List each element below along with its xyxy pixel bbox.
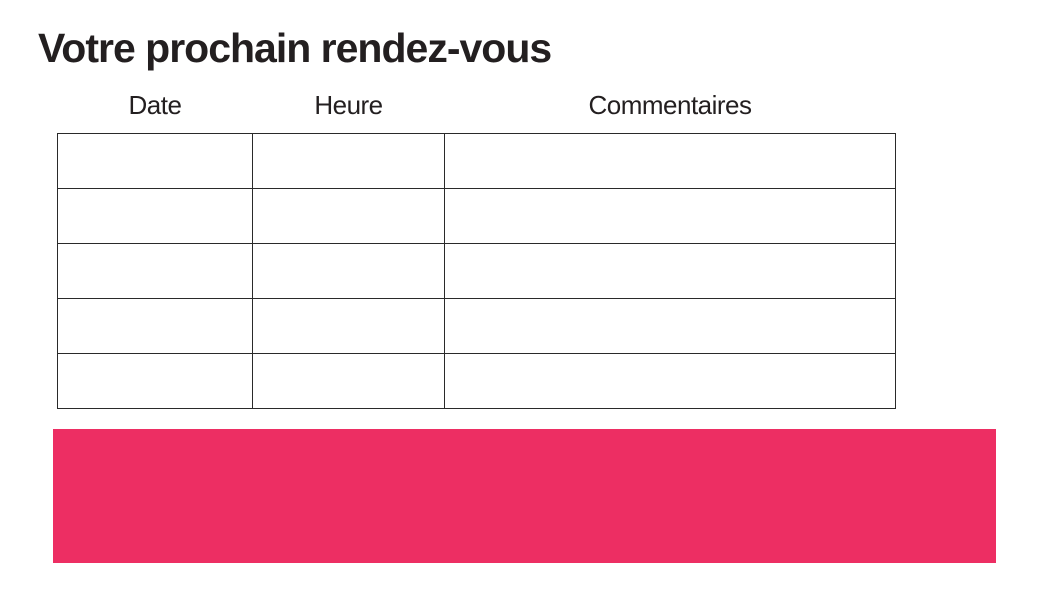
table-cell: [252, 242, 445, 299]
table-cell: [57, 352, 253, 409]
table-row: [57, 352, 896, 409]
table-row: [57, 297, 896, 354]
appointments-table: Date Heure Commentaires: [57, 90, 896, 409]
column-header-heure: Heure: [314, 90, 383, 120]
table-cell: [444, 297, 896, 354]
table-cell: [57, 132, 253, 189]
page-title: Votre prochain rendez-vous: [38, 25, 552, 71]
table-cell: [444, 352, 896, 409]
table-row: [57, 132, 896, 189]
table-cell: [57, 297, 253, 354]
appointments-table-body: [57, 132, 896, 409]
table-cell: [57, 187, 253, 244]
table-cell: [444, 187, 896, 244]
table-cell: [252, 187, 445, 244]
appointments-table-header: Date Heure Commentaires: [58, 90, 896, 133]
table-cell: [57, 242, 253, 299]
accent-banner: [53, 429, 996, 563]
table-cell: [444, 132, 896, 189]
column-header-date: Date: [128, 90, 182, 120]
table-cell: [252, 352, 445, 409]
column-header-commentaires: Commentaires: [588, 90, 752, 120]
table-cell: [252, 297, 445, 354]
table-row: [57, 242, 896, 299]
header-row: Date Heure Commentaires: [58, 90, 896, 133]
table-cell: [444, 242, 896, 299]
table-cell: [252, 132, 445, 189]
table-row: [57, 187, 896, 244]
